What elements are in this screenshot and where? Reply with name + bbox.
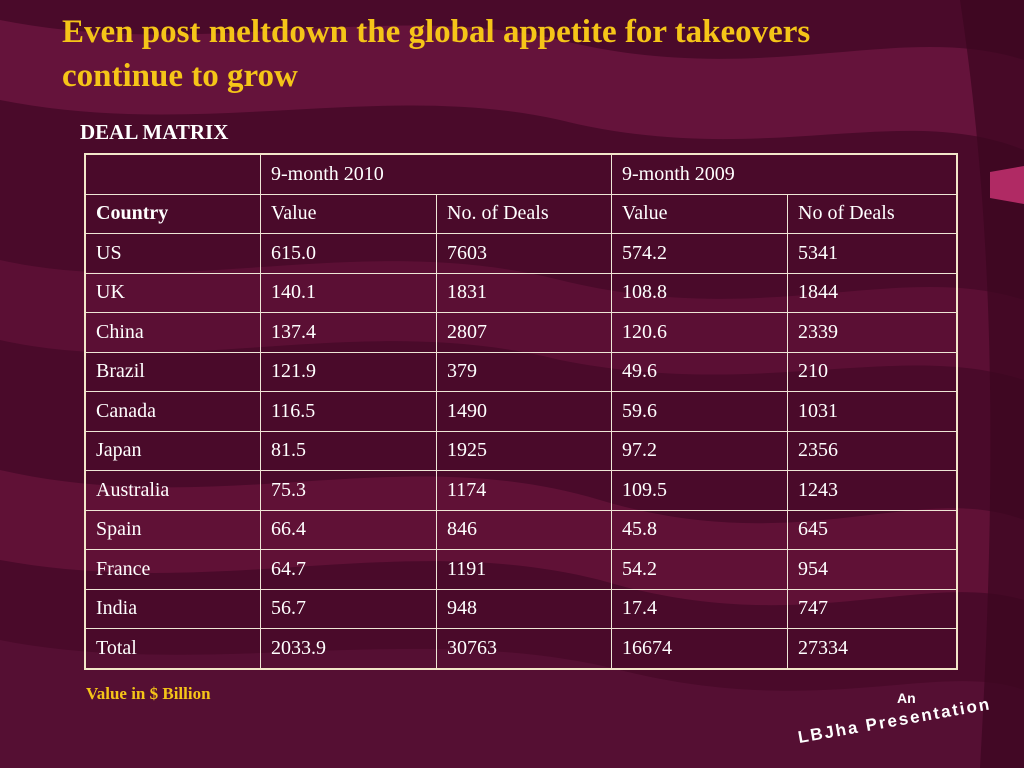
cell-deals-2010: 1174	[436, 470, 612, 511]
cell-deals-2010: 1925	[436, 430, 612, 471]
table-row: UK 140.1 1831 108.8 1844	[84, 272, 958, 313]
cell-value-2010: 615.0	[260, 233, 437, 274]
cell-value-2009: 45.8	[611, 509, 788, 550]
cell-country: Canada	[84, 391, 261, 432]
cell-value-2010: 81.5	[260, 430, 437, 471]
cell-country: France	[84, 549, 261, 590]
units-note: Value in $ Billion	[86, 684, 211, 703]
cell-value-2010: 64.7	[260, 549, 437, 590]
period-header-empty	[84, 153, 261, 195]
column-header-value-2009: Value	[611, 193, 788, 234]
cell-deals-2009: 747	[787, 588, 958, 629]
cell-value-2010: 2033.9	[260, 628, 437, 669]
cell-value-2009: 17.4	[611, 588, 788, 629]
cell-value-2009: 59.6	[611, 391, 788, 432]
cell-value-2010: 66.4	[260, 509, 437, 550]
cell-value-2009: 97.2	[611, 430, 788, 471]
cell-deals-2009: 5341	[787, 233, 958, 274]
cell-country: Australia	[84, 470, 261, 511]
cell-value-2009: 49.6	[611, 351, 788, 392]
period-header-row: 9-month 2010 9-month 2009	[84, 153, 958, 195]
cell-deals-2010: 1490	[436, 391, 612, 432]
table-row: China 137.4 2807 120.6 2339	[84, 312, 958, 353]
cell-deals-2010: 846	[436, 509, 612, 550]
period-header-2009: 9-month 2009	[611, 153, 958, 195]
table-row: India 56.7 948 17.4 747	[84, 588, 958, 629]
cell-deals-2009: 954	[787, 549, 958, 590]
cell-value-2010: 116.5	[260, 391, 437, 432]
cell-deals-2010: 2807	[436, 312, 612, 353]
cell-value-2009: 109.5	[611, 470, 788, 511]
cell-country: China	[84, 312, 261, 353]
column-header-deals-2010: No. of Deals	[436, 193, 612, 234]
cell-deals-2009: 645	[787, 509, 958, 550]
column-header-deals-2009: No of Deals	[787, 193, 958, 234]
cell-value-2009: 16674	[611, 628, 788, 669]
cell-deals-2009: 27334	[787, 628, 958, 669]
cell-deals-2010: 30763	[436, 628, 612, 669]
cell-value-2009: 54.2	[611, 549, 788, 590]
cell-value-2010: 75.3	[260, 470, 437, 511]
column-header-row: Country Value No. of Deals Value No of D…	[84, 193, 958, 234]
cell-deals-2009: 2356	[787, 430, 958, 471]
cell-value-2010: 121.9	[260, 351, 437, 392]
table-row: US 615.0 7603 574.2 5341	[84, 233, 958, 274]
cell-country: Japan	[84, 430, 261, 471]
table-row: Spain 66.4 846 45.8 645	[84, 509, 958, 550]
table-row: Japan 81.5 1925 97.2 2356	[84, 430, 958, 471]
cell-deals-2009: 1031	[787, 391, 958, 432]
cell-value-2009: 574.2	[611, 233, 788, 274]
cell-value-2010: 137.4	[260, 312, 437, 353]
cell-value-2009: 108.8	[611, 272, 788, 313]
table-row: Canada 116.5 1490 59.6 1031	[84, 391, 958, 432]
cell-value-2010: 56.7	[260, 588, 437, 629]
cell-deals-2009: 1844	[787, 272, 958, 313]
table-row: Australia 75.3 1174 109.5 1243	[84, 470, 958, 511]
column-header-country: Country	[84, 193, 261, 234]
cell-country: US	[84, 233, 261, 274]
cell-country: Total	[84, 628, 261, 669]
slide-title: Even post meltdown the global appetite f…	[62, 14, 811, 94]
footer-an: An	[897, 690, 916, 706]
cell-country: UK	[84, 272, 261, 313]
total-row: Total 2033.9 30763 16674 27334	[84, 628, 958, 669]
slide-subtitle: DEAL MATRIX	[80, 120, 229, 144]
cell-deals-2010: 7603	[436, 233, 612, 274]
cell-deals-2009: 1243	[787, 470, 958, 511]
period-header-2010: 9-month 2010	[260, 153, 612, 195]
cell-value-2010: 140.1	[260, 272, 437, 313]
cell-deals-2009: 2339	[787, 312, 958, 353]
cell-value-2009: 120.6	[611, 312, 788, 353]
cell-deals-2010: 948	[436, 588, 612, 629]
cell-deals-2010: 1191	[436, 549, 612, 590]
cell-country: Brazil	[84, 351, 261, 392]
cell-country: Spain	[84, 509, 261, 550]
cell-deals-2009: 210	[787, 351, 958, 392]
deal-matrix-table: 9-month 2010 9-month 2009 Country Value …	[84, 153, 958, 670]
cell-deals-2010: 379	[436, 351, 612, 392]
table-row: Brazil 121.9 379 49.6 210	[84, 351, 958, 392]
column-header-value-2010: Value	[260, 193, 437, 234]
table-row: France 64.7 1191 54.2 954	[84, 549, 958, 590]
cell-deals-2010: 1831	[436, 272, 612, 313]
cell-country: India	[84, 588, 261, 629]
